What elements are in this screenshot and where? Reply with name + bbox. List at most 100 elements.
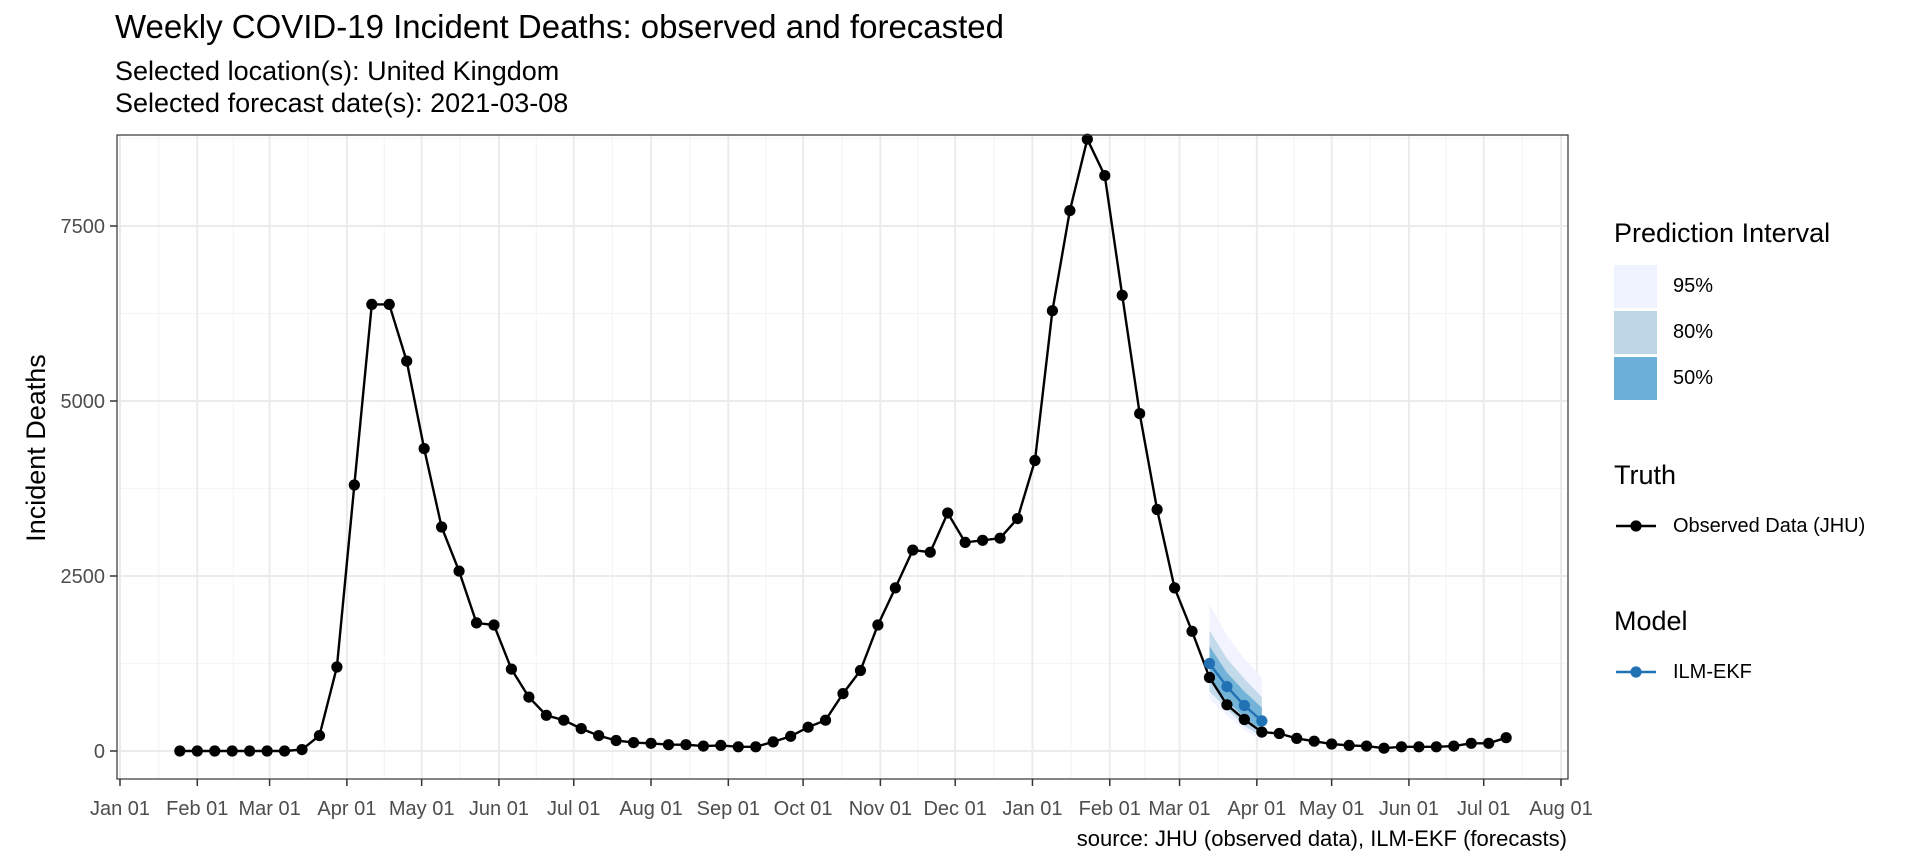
truth-point <box>680 739 692 751</box>
truth-point <box>191 745 203 757</box>
truth-point <box>907 544 919 556</box>
truth-point <box>226 745 238 757</box>
x-tick-label: Apr 01 <box>1227 798 1286 820</box>
model-point <box>1238 699 1250 712</box>
truth-point <box>1029 454 1041 467</box>
truth-point <box>593 730 605 742</box>
truth-point <box>1046 305 1059 317</box>
panel-border <box>116 134 1569 780</box>
truth-point <box>1360 740 1373 752</box>
x-tick-label: Jun 01 <box>469 798 529 820</box>
truth-point <box>854 664 867 677</box>
truth-point <box>244 745 256 757</box>
truth-point <box>1500 732 1512 744</box>
truth-point <box>872 619 884 631</box>
grid-layer <box>117 135 1568 779</box>
truth-point <box>924 546 936 558</box>
x-tick-label: Aug 01 <box>1529 798 1592 820</box>
truth-point <box>1273 727 1285 740</box>
legend-swatch-50 <box>1614 357 1657 400</box>
x-tick-label: Aug 01 <box>619 798 682 820</box>
legend-title-interval: Prediction Interval <box>1614 218 1831 248</box>
truth-point <box>418 443 430 455</box>
truth-point <box>697 740 709 752</box>
x-tick-label: Mar 01 <box>1148 798 1210 820</box>
truth-point <box>1064 205 1076 217</box>
x-tick-label: Jun 01 <box>1379 798 1439 820</box>
x-tick-label: Jul 01 <box>1457 798 1510 820</box>
truth-point <box>802 721 814 733</box>
chart-title: Weekly COVID-19 Incident Deaths: observe… <box>115 8 1005 45</box>
y-axis-label: Incident Deaths <box>21 354 51 542</box>
chart-subtitle-date: Selected forecast date(s): 2021-03-08 <box>115 88 569 118</box>
y-tick-label: 0 <box>94 741 105 763</box>
x-tick-label: Dec 01 <box>923 798 986 820</box>
x-tick-label: Jan 01 <box>1002 798 1062 820</box>
truth-point <box>401 355 413 367</box>
truth-point <box>1483 737 1495 749</box>
truth-point <box>209 745 221 757</box>
legend-label-95: 95% <box>1673 275 1714 297</box>
truth-point <box>366 298 378 310</box>
truth-point <box>715 739 727 752</box>
truth-point <box>523 691 535 703</box>
truth-point <box>1116 289 1128 301</box>
truth-point <box>1413 741 1425 753</box>
legend-title-truth: Truth <box>1614 460 1677 490</box>
legend-keys <box>1616 520 1656 678</box>
truth-point <box>1134 408 1146 420</box>
truth-point <box>488 619 500 631</box>
truth-point <box>1011 513 1024 525</box>
y-tick-label: 2500 <box>61 566 106 588</box>
legend-label-80: 80% <box>1673 321 1714 343</box>
x-tick-label: Feb 01 <box>166 798 228 820</box>
truth-point <box>732 741 744 753</box>
truth-point <box>1291 732 1303 745</box>
x-tick-label: Jul 01 <box>547 798 600 820</box>
legend-label-model: ILM-EKF <box>1673 661 1752 683</box>
truth-point <box>1465 737 1477 749</box>
truth-point <box>889 582 901 594</box>
truth-point <box>645 737 657 749</box>
legend-label-50: 50% <box>1673 367 1714 389</box>
truth-point <box>540 709 552 721</box>
truth-point <box>662 739 675 751</box>
truth-point <box>977 534 989 546</box>
truth-point <box>1238 713 1250 726</box>
truth-point <box>767 736 779 748</box>
truth-point <box>1343 739 1355 752</box>
truth-point <box>750 741 762 753</box>
truth-point <box>610 734 622 747</box>
y-tick-label: 7500 <box>61 216 106 238</box>
truth-point <box>296 744 308 756</box>
truth-point <box>278 745 291 757</box>
truth-point <box>261 745 273 757</box>
chart-caption: source: JHU (observed data), ILM-EKF (fo… <box>1076 826 1567 851</box>
truth-point <box>383 298 395 310</box>
x-tick-label: Feb 01 <box>1079 798 1141 820</box>
truth-point <box>1448 740 1460 752</box>
truth-point <box>348 479 360 491</box>
truth-point <box>785 730 797 742</box>
legend-title-model: Model <box>1614 606 1688 636</box>
x-tick-label: Nov 01 <box>849 798 912 820</box>
truth-point <box>1221 699 1233 711</box>
x-tick-label: May 01 <box>389 798 455 820</box>
axes: Jan 01 Feb 01 Mar 01 Apr 01 May 01 Jun 01 Jul … <box>61 216 1593 820</box>
model-point <box>1256 715 1268 727</box>
panel-background <box>117 135 1568 779</box>
x-tick-label: Oct 01 <box>774 798 833 820</box>
truth-point <box>994 532 1006 544</box>
x-tick-label: Mar 01 <box>238 798 300 820</box>
truth-point <box>174 745 186 757</box>
truth-point <box>837 688 849 700</box>
truth-point <box>1151 503 1163 516</box>
x-tick-label: Jan 01 <box>90 798 150 820</box>
x-tick-label: Sep 01 <box>697 798 760 820</box>
truth-point <box>453 565 465 577</box>
truth-point <box>436 521 448 533</box>
series-points <box>174 133 1512 757</box>
truth-point <box>1256 726 1268 738</box>
truth-point <box>470 617 483 629</box>
